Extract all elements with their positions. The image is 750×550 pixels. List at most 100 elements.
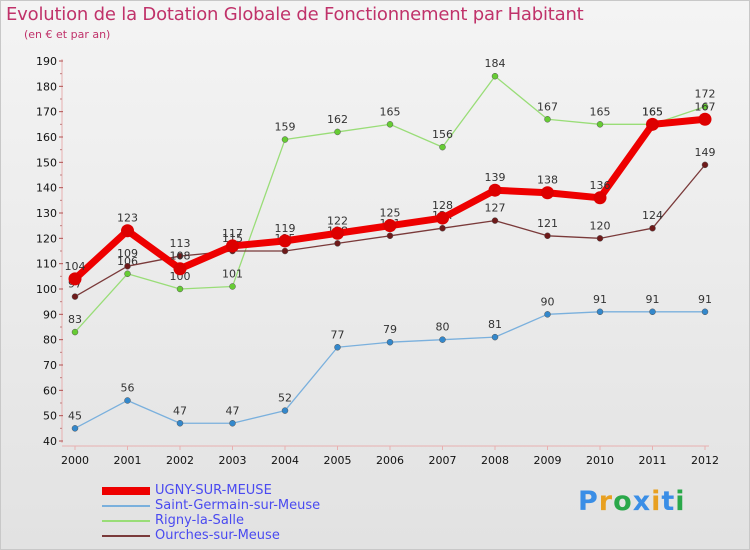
legend-label-ugny: UGNY-SUR-MEUSE [155,483,272,498]
data-point-rigny-la-salle [71,328,79,336]
data-label-ourches-sur-meuse: 124 [642,209,663,222]
logo-letter: t [661,486,676,517]
data-label-saint-germain-sur-meuse: 56 [121,381,135,394]
data-label-rigny-la-salle: 184 [485,57,506,70]
data-label-rigny-la-salle: 165 [642,105,663,118]
legend: UGNY-SUR-MEUSE Saint-Germain-sur-Meuse R… [98,483,358,544]
data-point-ourches-sur-meuse [334,240,341,247]
legend-item-ugny: UGNY-SUR-MEUSE [98,483,358,499]
data-label-saint-germain-sur-meuse: 91 [593,293,607,306]
data-point-ugny-sur-meuse [488,183,502,197]
data-point-ugny-sur-meuse [173,262,187,276]
y-tick-label: 130 [36,207,57,220]
data-label-saint-germain-sur-meuse: 91 [698,293,712,306]
data-label-rigny-la-salle: 172 [695,88,716,101]
data-point-ugny-sur-meuse [698,112,712,126]
data-point-ourches-sur-meuse [701,161,709,169]
y-tick-label: 120 [36,232,57,245]
data-label-rigny-la-salle: 83 [68,313,82,326]
data-label-saint-germain-sur-meuse: 80 [436,321,450,334]
x-tick-label: 2008 [481,454,509,467]
data-label-rigny-la-salle: 156 [432,128,453,141]
data-label-saint-germain-sur-meuse: 91 [646,293,660,306]
y-tick-label: 40 [43,435,57,448]
data-label-ugny-sur-meuse: 165 [642,105,663,118]
data-label-ugny-sur-meuse: 128 [432,199,453,212]
data-label-ourches-sur-meuse: 120 [590,219,611,232]
data-label-rigny-la-salle: 101 [222,267,243,280]
y-tick-label: 60 [43,384,57,397]
data-label-ourches-sur-meuse: 127 [485,202,506,215]
y-tick-label: 140 [36,182,57,195]
data-point-rigny-la-salle [334,128,341,136]
x-tick-label: 2001 [114,454,142,467]
data-point-saint-germain-sur-meuse [649,308,656,316]
data-point-ugny-sur-meuse [278,234,292,248]
legend-label-saint-germain: Saint-Germain-sur-Meuse [155,498,321,513]
logo-letter: r [598,486,614,517]
data-point-ugny-sur-meuse [541,186,554,200]
data-point-ourches-sur-meuse [176,252,184,260]
data-label-saint-germain-sur-meuse: 90 [541,295,555,308]
y-tick-label: 80 [43,334,57,347]
logo-letter: i [675,486,686,517]
data-point-ourches-sur-meuse [649,224,656,232]
data-point-saint-germain-sur-meuse [71,425,79,432]
y-tick-label: 110 [36,258,57,271]
y-tick-label: 100 [36,283,57,296]
y-tick-label: 70 [43,359,57,372]
data-point-saint-germain-sur-meuse [439,336,446,343]
data-point-ugny-sur-meuse [121,224,134,238]
data-point-saint-germain-sur-meuse [124,397,131,404]
x-tick-label: 2006 [376,454,404,467]
data-point-ugny-sur-meuse [226,239,239,253]
data-label-ugny-sur-meuse: 138 [537,174,558,187]
data-label-ourches-sur-meuse: 121 [537,217,558,230]
data-point-ourches-sur-meuse [491,217,499,224]
data-label-saint-germain-sur-meuse: 81 [488,318,502,331]
data-label-rigny-la-salle: 162 [327,113,348,126]
data-label-saint-germain-sur-meuse: 47 [173,404,187,417]
legend-swatch-ugny [102,487,150,495]
data-label-saint-germain-sur-meuse: 47 [226,404,240,417]
logo-letter: i [651,486,662,517]
data-label-ourches-sur-meuse: 109 [117,247,138,260]
data-label-rigny-la-salle: 165 [590,105,611,118]
data-label-ourches-sur-meuse: 113 [170,237,191,250]
data-label-ugny-sur-meuse: 119 [275,222,296,235]
data-point-saint-germain-sur-meuse [334,344,341,351]
legend-swatch-ourches [102,535,150,537]
y-tick-label: 90 [43,308,57,321]
y-tick-label: 150 [36,156,57,169]
data-point-rigny-la-salle [124,270,131,278]
x-tick-label: 2003 [219,454,247,467]
data-point-rigny-la-salle [701,103,709,110]
data-label-ugny-sur-meuse: 122 [327,214,348,227]
logo-letter: o [613,486,633,517]
data-point-rigny-la-salle [281,136,289,143]
data-label-saint-germain-sur-meuse: 79 [383,323,397,336]
data-point-ugny-sur-meuse [646,117,659,131]
data-point-ourches-sur-meuse [281,247,289,255]
x-tick-label: 2011 [639,454,667,467]
data-label-rigny-la-salle: 100 [170,270,191,283]
data-label-ugny-sur-meuse: 123 [117,212,138,225]
data-point-saint-germain-sur-meuse [176,420,184,427]
data-point-saint-germain-sur-meuse [701,308,709,316]
data-label-ourches-sur-meuse: 149 [695,146,716,159]
data-point-ourches-sur-meuse [124,262,131,270]
proxiti-logo: Proxiti [578,486,686,517]
x-tick-label: 2002 [166,454,194,467]
data-point-ugny-sur-meuse [68,272,82,286]
page-title: Evolution de la Dotation Globale de Fonc… [6,4,584,25]
data-point-rigny-la-salle [386,121,394,128]
data-label-ugny-sur-meuse: 167 [695,100,716,113]
y-tick-label: 180 [36,80,57,93]
data-label-ourches-sur-meuse: 115 [222,232,243,245]
data-label-ugny-sur-meuse: 125 [380,207,401,220]
data-point-saint-germain-sur-meuse [386,338,394,346]
data-point-rigny-la-salle [176,285,184,293]
data-point-rigny-la-salle [229,283,236,290]
data-label-ugny-sur-meuse: 139 [485,171,506,184]
